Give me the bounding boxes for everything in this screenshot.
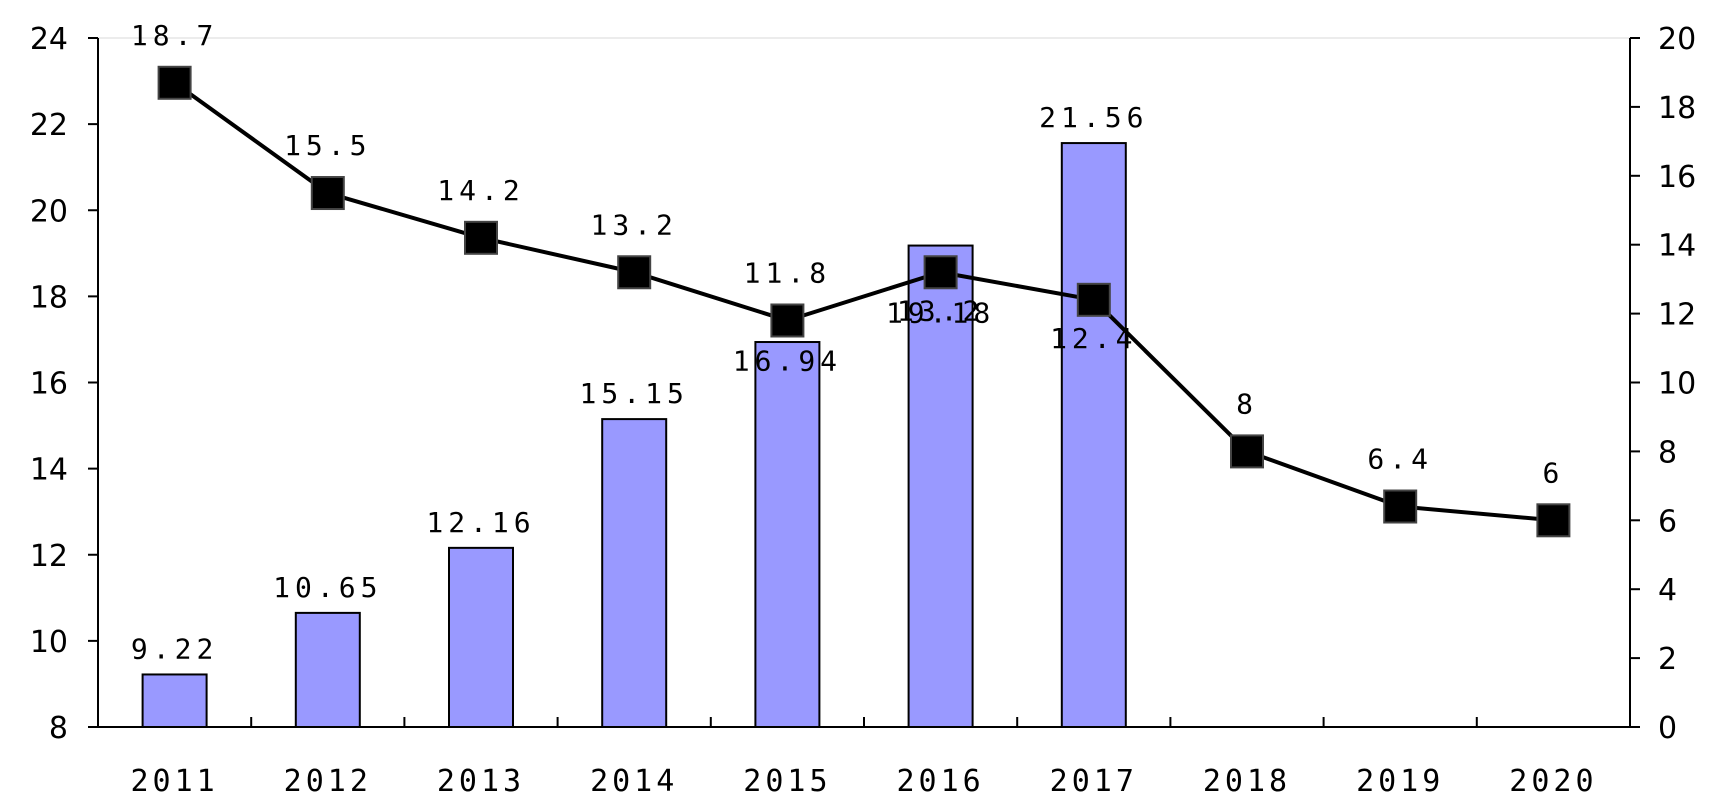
bar <box>448 546 514 728</box>
line-data-label: 14.2 <box>437 174 524 207</box>
bar-data-label: 12.16 <box>426 506 535 539</box>
line-data-label: 12.4 <box>1050 322 1137 355</box>
x-tick-label: 2016 <box>896 764 984 799</box>
x-tick-label: 2012 <box>284 764 372 799</box>
left-y-tick-label: 10 <box>30 625 68 660</box>
x-tick-label: 2018 <box>1203 764 1291 799</box>
bar-data-label: 19.18 <box>886 296 995 329</box>
bar <box>754 341 821 728</box>
x-tick-label: 2019 <box>1356 764 1444 799</box>
x-tick-label: 2014 <box>590 764 678 799</box>
right-y-tick-label: 0 <box>1658 711 1677 746</box>
line-data-label: 15.5 <box>284 129 371 162</box>
bar-data-label: 10.65 <box>273 571 382 604</box>
line-data-label: 13.2 <box>897 294 984 327</box>
line-data-label: 6 <box>1542 456 1564 489</box>
line-data-label: 11.8 <box>744 256 831 289</box>
right-y-tick-label: 6 <box>1658 504 1677 539</box>
line-marker <box>1536 503 1571 538</box>
left-y-tick-label: 18 <box>30 280 68 315</box>
line-marker <box>1076 282 1111 317</box>
bar <box>601 418 668 728</box>
line-data-label: 13.2 <box>590 208 677 241</box>
bar <box>907 244 974 728</box>
right-y-tick-label: 14 <box>1658 229 1696 264</box>
x-tick-label: 2011 <box>130 764 218 799</box>
right-y-tick-label: 8 <box>1658 435 1677 470</box>
line-data-label: 18.7 <box>131 19 218 52</box>
bar-data-label: 16.94 <box>733 344 842 377</box>
left-y-tick-label: 8 <box>49 711 68 746</box>
x-tick-label: 2020 <box>1509 764 1597 799</box>
line-data-label: 8 <box>1236 387 1258 420</box>
line-marker <box>617 255 652 290</box>
line-marker <box>923 255 958 290</box>
bar-data-label: 21.56 <box>1039 101 1148 134</box>
bar <box>294 611 361 729</box>
bar <box>141 673 208 728</box>
right-y-tick-label: 16 <box>1658 160 1696 195</box>
line-marker <box>1383 489 1418 524</box>
x-tick-label: 2015 <box>743 764 831 799</box>
bar-data-label: 9.22 <box>131 632 218 665</box>
x-tick-label: 2013 <box>437 764 525 799</box>
bar <box>1060 142 1127 728</box>
line-marker <box>310 176 345 211</box>
left-y-tick-label: 14 <box>30 453 68 488</box>
line-marker <box>157 65 192 100</box>
left-y-tick-label: 16 <box>30 367 68 402</box>
right-y-tick-label: 20 <box>1658 22 1696 57</box>
left-y-tick-label: 22 <box>30 108 68 143</box>
bar-data-label: 15.15 <box>580 377 689 410</box>
x-tick-label: 2017 <box>1050 764 1138 799</box>
right-y-tick-label: 18 <box>1658 91 1696 126</box>
line-series <box>173 81 1554 523</box>
right-y-tick-label: 12 <box>1658 298 1696 333</box>
line-data-label: 6.4 <box>1367 443 1433 476</box>
right-y-tick-label: 4 <box>1658 573 1677 608</box>
line-marker <box>770 303 805 338</box>
left-y-tick-label: 12 <box>30 539 68 574</box>
right-y-tick-label: 2 <box>1658 642 1677 677</box>
right-y-tick-label: 10 <box>1658 367 1696 402</box>
line-marker <box>464 220 498 255</box>
line-marker <box>1230 434 1264 469</box>
left-y-tick-label: 24 <box>30 22 68 57</box>
left-y-tick-label: 20 <box>30 194 68 229</box>
